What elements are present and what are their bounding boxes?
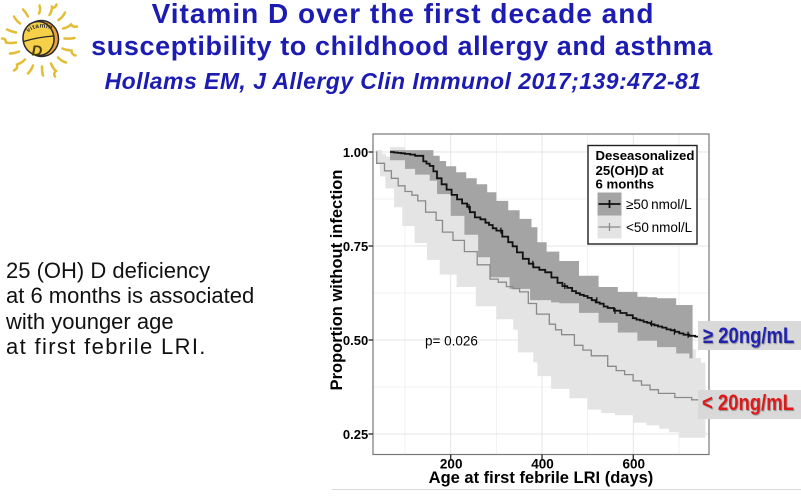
svg-text:0.75: 0.75: [343, 239, 368, 254]
svg-text:400: 400: [531, 457, 554, 472]
svg-text:p= 0.026: p= 0.026: [425, 334, 478, 349]
svg-text:600: 600: [623, 457, 646, 472]
svg-text:6 months: 6 months: [596, 177, 655, 192]
svg-text:25(OH)D at: 25(OH)D at: [596, 163, 665, 178]
svg-text:Deseasonalized: Deseasonalized: [596, 148, 695, 163]
svg-text:≥50 nmol/L: ≥50 nmol/L: [626, 197, 692, 212]
svg-text:1.00: 1.00: [343, 145, 368, 160]
svg-text:0.50: 0.50: [343, 333, 368, 348]
svg-text:Proportion without infection: Proportion without infection: [330, 170, 346, 391]
svg-text:200: 200: [440, 457, 463, 472]
svg-text:0.25: 0.25: [343, 427, 368, 442]
svg-text:Age at first febrile LRI (days: Age at first febrile LRI (days): [429, 469, 654, 487]
svg-text:vitamin: vitamin: [25, 22, 53, 34]
svg-text:<50 nmol/L: <50 nmol/L: [626, 220, 693, 235]
svg-text:D: D: [32, 43, 43, 60]
